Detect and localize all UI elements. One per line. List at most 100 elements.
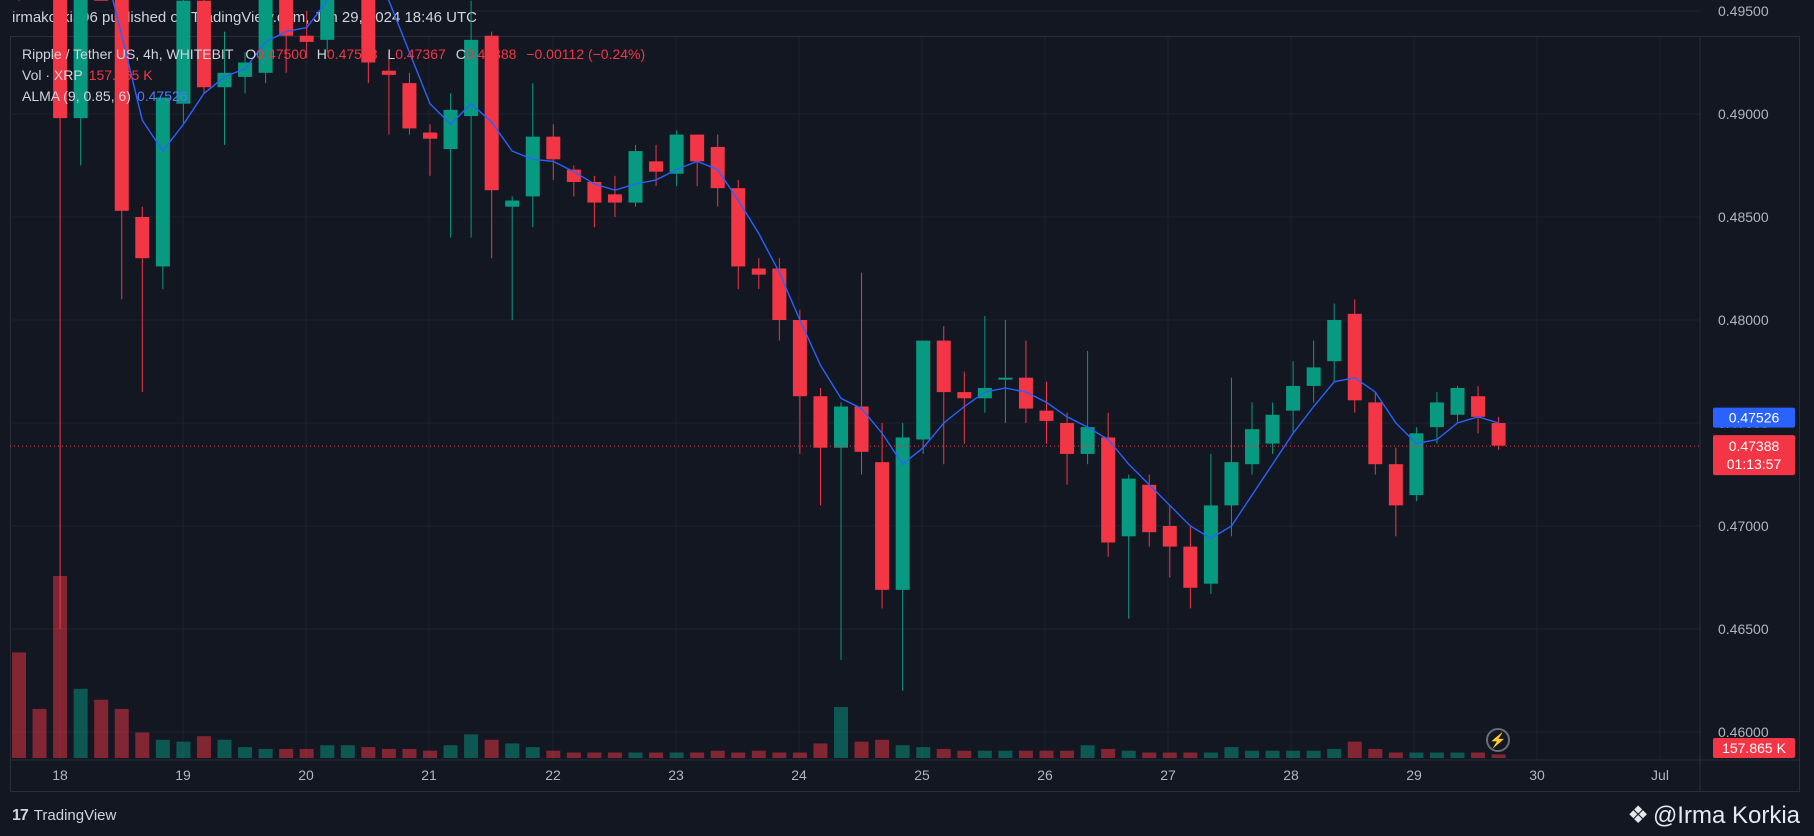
chart-frame[interactable] xyxy=(10,36,1800,792)
candle-body xyxy=(196,0,211,88)
volume-bar xyxy=(710,750,725,758)
candle-body xyxy=(1491,423,1506,446)
low-value: 0.47367 xyxy=(395,46,446,62)
volume-bar xyxy=(1450,752,1465,758)
volume-bar xyxy=(998,750,1013,758)
change-value: −0.00112 (−0.24%) xyxy=(526,46,646,62)
candle-body xyxy=(361,0,376,63)
price-tick-label: 0.49500 xyxy=(1718,3,1769,19)
volume-bar xyxy=(1142,752,1157,758)
alma-line xyxy=(112,0,1499,540)
candle-body xyxy=(998,377,1013,380)
time-tick-label: Jul xyxy=(1651,767,1669,783)
candle-body xyxy=(813,396,828,448)
footer-bar: 17 TradingView ❖ @Irma Korkia xyxy=(0,796,1814,836)
candle-body xyxy=(710,146,725,189)
candle-body xyxy=(135,217,150,259)
volume-bar xyxy=(690,752,705,758)
close-value: 0.47388 xyxy=(465,46,517,62)
candle-body xyxy=(792,320,807,397)
volume-bar xyxy=(772,752,787,758)
countdown-label: 01:13:57 xyxy=(1727,456,1782,472)
volume-bar xyxy=(361,747,376,758)
tradingview-logo[interactable]: 17 TradingView xyxy=(12,796,116,836)
volume-bar xyxy=(751,750,766,758)
volume-bar xyxy=(402,748,417,758)
time-tick-label: 20 xyxy=(298,767,314,783)
candle-body xyxy=(505,200,520,207)
volume-bar xyxy=(73,688,88,758)
volume-bar xyxy=(649,752,664,758)
volume-bar xyxy=(238,747,253,758)
candle-body xyxy=(1450,387,1465,415)
volume-bar xyxy=(464,734,479,758)
candle-body xyxy=(1039,410,1054,421)
time-tick-label: 26 xyxy=(1037,767,1053,783)
volume-bar xyxy=(340,745,355,758)
open-value: 0.47500 xyxy=(256,46,307,62)
price-chart[interactable]: 0.525000.520000.515000.510000.505000.500… xyxy=(0,0,1814,796)
time-tick-label: 28 xyxy=(1283,767,1299,783)
candle-body xyxy=(381,70,396,75)
candle-body xyxy=(546,136,561,160)
candle-body xyxy=(875,462,890,590)
candle-body xyxy=(1347,313,1362,401)
volume-bar xyxy=(196,736,211,758)
volume-bar xyxy=(1121,750,1136,758)
time-tick-label: 18 xyxy=(52,767,68,783)
time-tick-label: 25 xyxy=(914,767,930,783)
volume-bar xyxy=(936,748,951,758)
candle-body xyxy=(217,72,232,88)
volume-bar xyxy=(792,752,807,758)
lightning-icon[interactable]: ⚡ xyxy=(1486,728,1510,752)
candle-body xyxy=(155,97,170,267)
volume-bar xyxy=(875,739,890,758)
volume-label[interactable]: Vol · XRP xyxy=(22,67,83,83)
candle-body xyxy=(649,161,664,172)
volume-bar xyxy=(566,752,581,758)
candle-body xyxy=(1429,402,1444,428)
candle-body xyxy=(525,136,540,197)
volume-bar xyxy=(381,748,396,758)
candle-body xyxy=(176,0,191,104)
candle-body xyxy=(772,268,787,320)
time-tick-label: 30 xyxy=(1529,767,1545,783)
volume-bar xyxy=(217,739,232,758)
volume-bar xyxy=(484,739,499,758)
volume-bar xyxy=(1018,750,1033,758)
volume-bar xyxy=(299,748,314,758)
volume-bar xyxy=(32,708,47,758)
candle-body xyxy=(669,134,684,174)
alma-price-badge xyxy=(1713,407,1795,428)
candle-body xyxy=(587,181,602,203)
volume-bar xyxy=(1306,750,1321,758)
time-tick-label: 24 xyxy=(791,767,807,783)
binance-diamond-icon: ❖ xyxy=(1627,802,1649,829)
candle-body xyxy=(607,194,622,203)
volume-bar xyxy=(1409,752,1424,758)
last-price-badge-label: 0.47388 xyxy=(1729,438,1780,454)
candle-body xyxy=(1162,526,1177,547)
candle-body xyxy=(1286,385,1301,411)
candle-body xyxy=(443,109,458,150)
volume-bar xyxy=(628,752,643,758)
volume-bar xyxy=(1388,752,1403,758)
volume-bar xyxy=(834,707,848,758)
volume-bar xyxy=(1080,745,1095,758)
volume-bar xyxy=(1491,754,1506,758)
candle-body xyxy=(1060,423,1075,454)
time-tick-label: 29 xyxy=(1406,767,1422,783)
volume-bar xyxy=(916,747,931,758)
candle-body xyxy=(1409,433,1424,496)
candle-body xyxy=(423,132,437,139)
volume-bar xyxy=(12,652,26,758)
symbol-row: Ripple / Tether US, 4h, WHITEBIT O0.4750… xyxy=(22,44,645,65)
alma-label[interactable]: ALMA (9, 0.85, 6) xyxy=(22,88,131,104)
candle-body xyxy=(1203,505,1218,584)
candle-body xyxy=(1388,464,1403,506)
volume-bar xyxy=(1183,752,1198,758)
candle-body xyxy=(731,188,746,267)
candle-body xyxy=(1265,414,1280,444)
volume-bar xyxy=(607,752,622,758)
symbol-label[interactable]: Ripple / Tether US, 4h, WHITEBIT xyxy=(22,46,234,62)
